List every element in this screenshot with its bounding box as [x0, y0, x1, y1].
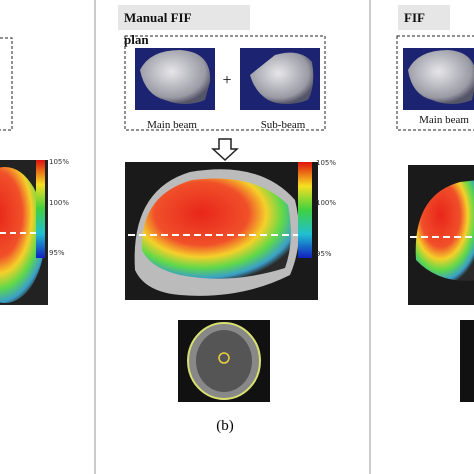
caption: (b)	[216, 418, 234, 434]
colorbar-label: 105%	[316, 159, 336, 167]
head	[408, 50, 474, 104]
beam-box	[396, 35, 474, 131]
beam-box	[124, 35, 326, 131]
title-box	[398, 5, 450, 30]
ct-brain	[196, 330, 252, 392]
dose-map	[415, 180, 474, 281]
dose-map	[0, 167, 45, 303]
colorbar	[36, 160, 45, 258]
panel-title: plan	[124, 32, 149, 47]
operator: +	[222, 72, 231, 89]
beam-label: Main beam	[419, 114, 469, 126]
head	[140, 50, 211, 104]
panel-title: FIF	[404, 10, 425, 25]
title-box	[118, 5, 250, 30]
beam-label: Sub-beam	[261, 119, 306, 131]
colorbar	[298, 162, 312, 258]
arrow	[211, 138, 239, 162]
beam-label: Main beam	[147, 119, 197, 131]
colorbar-label: 105%	[49, 158, 69, 166]
head	[250, 52, 314, 104]
ct-mark	[218, 352, 230, 364]
colorbar-label: 100%	[49, 199, 69, 207]
colorbar-label: 95%	[49, 249, 65, 257]
beam-box	[0, 37, 13, 131]
ct-image	[460, 320, 474, 402]
dose-map	[141, 178, 291, 279]
colorbar-label: 100%	[316, 199, 336, 207]
panel-title: Manual FIF	[124, 10, 192, 25]
colorbar-label: 95%	[316, 250, 332, 258]
